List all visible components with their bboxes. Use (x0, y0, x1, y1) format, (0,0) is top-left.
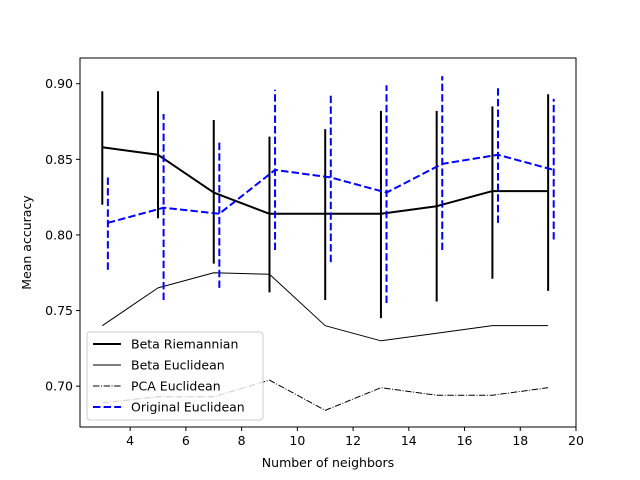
x-tick-label: 14 (401, 433, 417, 448)
legend-entry: Beta Riemannian (93, 337, 238, 352)
series-line (107, 153, 554, 224)
y-tick-label: 0.90 (45, 76, 73, 91)
y-axis-ticks: 0.70 0.75 0.80 0.85 0.90 (45, 76, 80, 394)
legend-label: PCA Euclidean (131, 379, 221, 394)
y-tick-label: 0.85 (45, 152, 73, 167)
series-line (102, 146, 549, 215)
legend-box (86, 331, 264, 421)
x-tick-label: 8 (238, 433, 246, 448)
plot-frame (79, 57, 577, 428)
series-original-euclidean (106, 76, 555, 303)
series-layer (101, 76, 555, 411)
x-axis-label: Number of neighbors (262, 455, 394, 470)
legend-entry: PCA Euclidean (93, 379, 221, 394)
y-axis-label: Mean accuracy (19, 195, 34, 290)
x-axis-ticks: 4 6 8 10 12 14 16 18 20 (126, 427, 584, 448)
legend-label: Beta Euclidean (131, 358, 225, 373)
x-tick-label: 20 (568, 433, 584, 448)
y-tick-label: 0.80 (45, 227, 73, 242)
x-tick-label: 10 (289, 433, 305, 448)
y-tick-label: 0.75 (45, 303, 73, 318)
legend-entry: Original Euclidean (93, 400, 245, 415)
y-tick-label: 0.70 (45, 379, 73, 394)
series-beta-riemannian (101, 91, 550, 319)
legend-entry: Beta Euclidean (93, 358, 225, 373)
x-tick-label: 18 (512, 433, 528, 448)
x-tick-label: 6 (182, 433, 190, 448)
legend-label: Beta Riemannian (131, 337, 238, 352)
legend: Beta Riemannian Beta Euclidean PCA Euclide… (86, 331, 264, 421)
legend-label: Original Euclidean (131, 400, 245, 415)
series-beta-euclidean (102, 272, 549, 342)
x-tick-label: 12 (345, 433, 361, 448)
x-tick-label: 16 (457, 433, 473, 448)
x-tick-label: 4 (126, 433, 134, 448)
series-line (102, 272, 549, 342)
